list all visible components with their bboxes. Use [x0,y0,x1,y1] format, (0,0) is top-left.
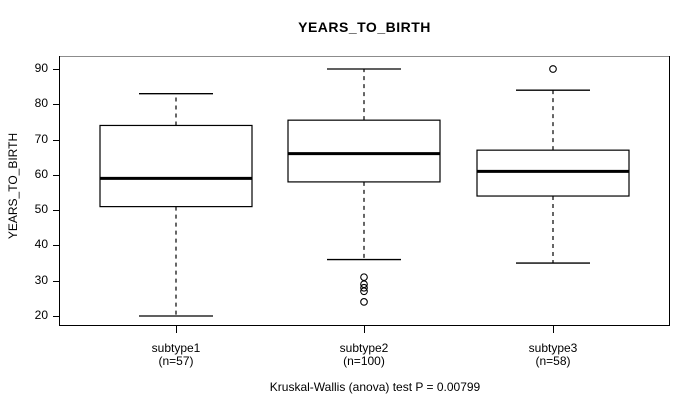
group-name: subtype3 [528,341,578,355]
group-name: subtype1 [151,341,201,355]
group-n-count: (n=58) [535,354,571,368]
y-tick-label: 80 [34,96,48,111]
outlier-point [360,287,368,296]
y-tick-label: 90 [34,61,48,75]
group-n-count: (n=100) [343,354,385,368]
outlier-point [360,298,368,306]
group-label-subtype2: subtype2 (n=100) [294,342,434,368]
chart-title: YEARS_TO_BIRTH [298,19,431,35]
outlier-point [360,273,368,282]
group-label-subtype3: subtype3 (n=58) [483,342,623,368]
outlier-point [549,65,557,73]
y-axis-label: YEARS_TO_BIRTH [6,132,20,240]
group-label-subtype1: subtype1 (n=57) [106,342,246,368]
outlier-point [360,283,368,292]
y-tick-label: 40 [34,237,48,252]
y-tick-label: 50 [34,202,48,217]
y-tick-label: 60 [34,166,48,181]
y-tick-label: 20 [34,308,48,322]
group-name: subtype2 [339,341,389,355]
y-tick-label: 30 [34,272,48,287]
iqr-box [287,119,441,183]
iqr-box [476,149,630,197]
y-tick-label: 70 [34,131,48,146]
iqr-box [99,124,253,208]
stat-test-caption: Kruskal-Wallis (anova) test P = 0.00799 [269,380,481,394]
group-n-count: (n=57) [158,354,194,368]
